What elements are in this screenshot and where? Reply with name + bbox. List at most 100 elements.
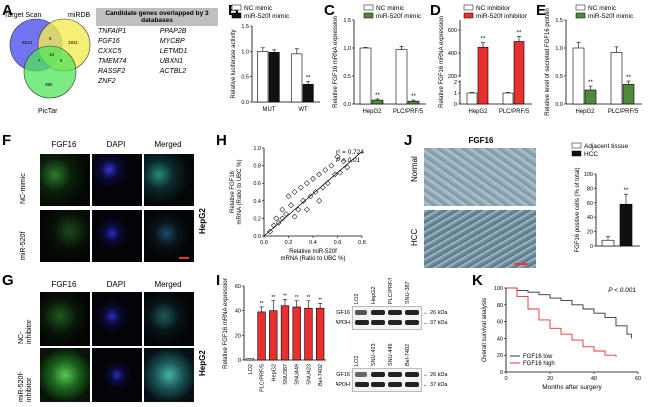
x-tick-label: SNU449 [295,364,301,385]
venn-count: 6513 [22,40,33,45]
survival-curve [506,287,632,339]
significance-mark: ** [588,80,593,86]
bar [619,203,633,247]
scatter-point [310,175,316,182]
bar [315,307,325,361]
gene-cell [158,76,218,86]
significance-mark: ** [283,294,287,300]
x-tick-label: 20 [547,376,553,382]
y-tick-label: 0.0 [241,100,249,106]
scale-bar [514,263,528,265]
scatter-point [295,206,302,213]
axis-break [457,77,533,80]
bar [292,306,301,361]
if-panel-mimic: FGF16 DAPI Merged NC-mimic miR-520f HepG… [16,134,216,268]
scatter-point [291,213,298,220]
x-tick-label: SNU423 [306,364,312,385]
legend-label: miR-520f mimic [376,13,422,20]
x-tick-label: 40 [591,376,597,382]
significance-mark: ** [318,297,322,303]
panel-letter-b: B [228,2,239,19]
if-panel-inhibitor: FGF16 DAPI Merged NC- inhibitor miR-520f… [16,276,216,406]
ihc-row-label: HCC [410,228,419,246]
bar [622,84,635,105]
x-tick-label: HepG2 [362,109,382,115]
y-tick-label: 0.5 [555,74,563,80]
x-tick-label: HepG2 [271,364,277,381]
bar [269,310,278,361]
venn-label-mirdb: miRDB [68,12,90,19]
gene-cell: CXXC5 [98,47,122,55]
y-tick-label: 0.4 [253,199,261,205]
panel-letter-j: J [404,132,413,149]
bar-break [530,77,534,80]
chart-secreted-fgf16: 0.0 0.5 1.0 1.5 Relative level of secreted F… [545,4,642,116]
if-image-merged-mir [144,210,194,262]
y-tick-label: 60 [587,201,593,207]
if-cell-line-label: HepG2 [198,208,207,234]
gene-cell: MYCBP [159,37,185,45]
x-tick-label: 0.0 [260,240,268,246]
x-tick-label: HepG2 [575,109,595,115]
blot-band [388,372,402,377]
y-tick-label: 0 [238,358,241,364]
if-image-fgf16-mir [40,210,90,262]
x-tick-label: PLC/PRF/5 [499,109,530,115]
y-axis-label: Overall survival analysis [482,298,488,362]
y-tick-label: 0.2 [253,216,261,222]
scatter-point [288,202,294,209]
legend-swatch [571,150,582,157]
venn-circle-pictar [23,45,77,99]
venn-count: 6 [49,36,52,41]
x-tick-label: WT [298,107,308,113]
venn-label-targetscan: Target Scan [4,12,41,19]
gene-cell: UBXN1 [159,57,184,65]
scatter-point [328,162,335,169]
scatter-point [291,189,298,195]
y-tick-label: 0.8 [253,164,261,170]
blot-lane-label: PLC/PRF/5 [388,278,394,304]
candidate-gene-table: Candidate genes overlapped by 3 database… [96,8,218,86]
blot-band [405,320,419,325]
bar [572,47,585,105]
x-tick-label: MUT [263,107,276,113]
bar [610,52,623,105]
x-tick-label: 0.8 [358,240,366,246]
venn-count: 380 [45,82,53,87]
stat-annotation: r² = 0.724 [336,149,364,156]
scatter-point [300,197,307,204]
if-image-dapi-mir-inh [92,348,142,402]
ihc-row-label: Normal [410,156,419,182]
bar [513,41,525,105]
ihc-title: FGF16 [468,136,494,145]
scatter-point [340,158,347,165]
y-tick-label: 0 [500,370,503,376]
blot-lane-label: LO2 [354,294,360,304]
panel-letter-k: K [472,272,483,289]
blot-row-label: GAPDH [336,320,350,326]
y-tick-label: 60 [497,320,503,326]
if-cell-line-label: HepG2 [198,350,207,376]
significance-mark: ** [624,188,629,194]
blot-band [405,372,419,377]
if-image-merged-nc-inh [144,292,194,346]
y-tick-label: 40 [587,215,593,221]
significance-mark: ** [626,75,631,81]
y-tick-label: 0.0 [253,234,261,240]
survival-curve [506,287,617,357]
y-axis-label: mRNA (Ratio to UBC %) [237,159,243,224]
y-tick-label: 0.0 [555,102,563,108]
venn-label-pictar: PicTar [38,108,58,115]
blot-marker: ← 26 kDa [423,310,448,316]
venn-count: 7 [38,58,41,63]
y-tick-label: 1.0 [343,46,351,52]
scatter-point [316,171,323,178]
significance-mark: ** [481,37,486,43]
significance-mark: ** [375,93,380,99]
blot-bottom [352,368,422,392]
venn-count: 5 [60,58,63,63]
legend-swatch [363,12,374,19]
x-tick-label: SNU387 [283,364,289,385]
